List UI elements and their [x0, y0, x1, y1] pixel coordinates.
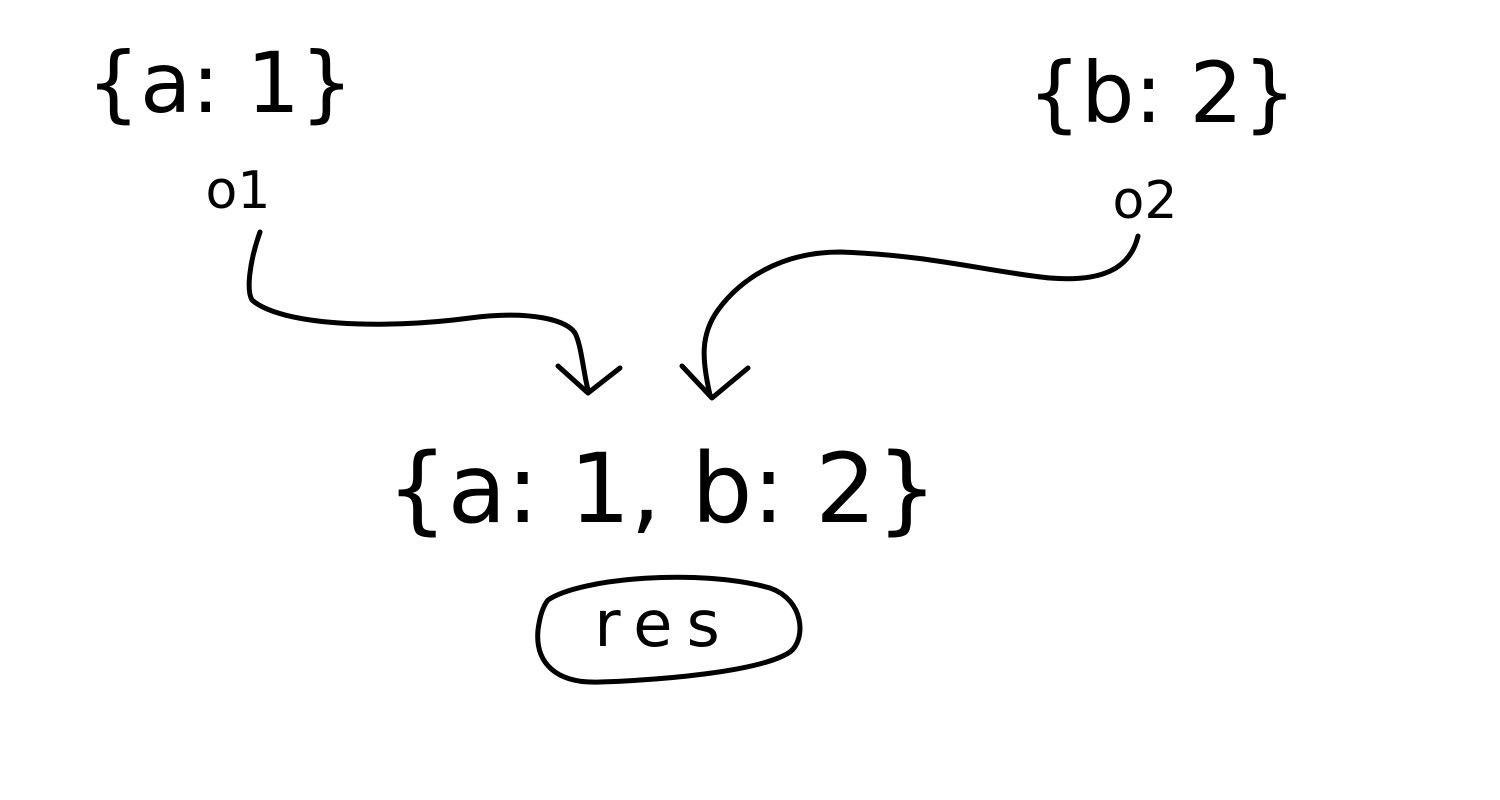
object-o2-literal: {b: 2}	[1028, 44, 1297, 142]
arrow-o1-head	[555, 363, 623, 396]
arrow-o1-shaft	[246, 229, 591, 393]
object-o1: {a: 1} o1	[87, 34, 354, 221]
result-label-oval	[535, 574, 803, 685]
object-o2: {b: 2} o2	[1028, 44, 1297, 231]
object-o1-literal: {a: 1}	[87, 34, 354, 132]
object-o2-label: o2	[1113, 171, 1178, 231]
merged-result-literal: {a: 1, b: 2}	[387, 433, 938, 545]
arrow-o2-to-result	[679, 233, 1141, 401]
object-o1-label: o1	[206, 161, 271, 221]
merged-result: {a: 1, b: 2}	[387, 433, 938, 545]
arrow-o2-head	[679, 363, 751, 401]
result-label-text: res	[594, 588, 734, 662]
arrow-o2-shaft	[701, 233, 1141, 398]
result-label-group: res	[535, 574, 803, 685]
arrow-o1-to-result	[246, 229, 623, 396]
